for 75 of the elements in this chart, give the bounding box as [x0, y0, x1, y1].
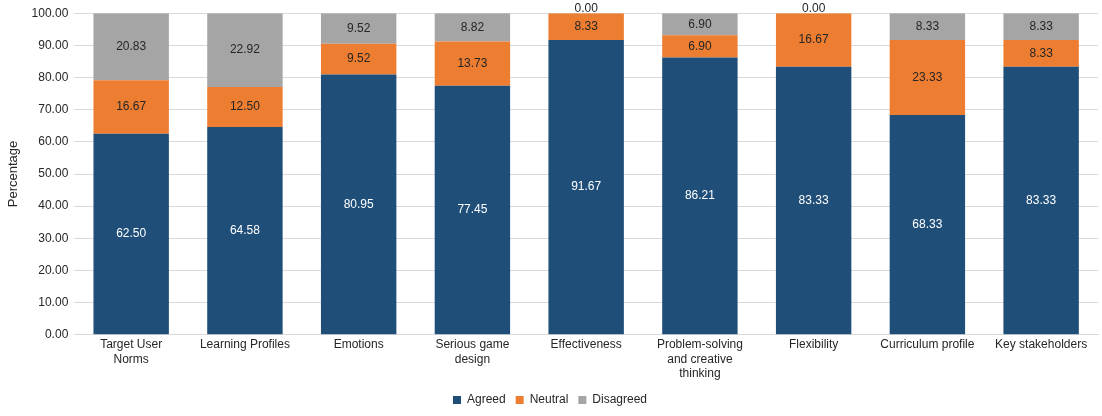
bar [434, 85, 511, 335]
bar [93, 133, 169, 335]
data-label: 83.33 [798, 192, 829, 207]
bar [889, 40, 966, 116]
bar [434, 13, 511, 42]
x-tick-label: Target User Norms [100, 337, 163, 366]
data-label: 8.33 [574, 18, 599, 33]
data-label: 16.67 [798, 32, 829, 47]
x-tick-label: Serious game design [435, 337, 510, 366]
data-label: 83.33 [1026, 192, 1057, 207]
x-tick-label: Flexibility [788, 337, 839, 352]
data-label: 80.95 [343, 196, 374, 211]
bar [775, 66, 852, 335]
data-label: 91.67 [571, 179, 602, 194]
bar [1003, 13, 1079, 41]
x-tick-label: Learning Profiles [199, 337, 290, 352]
data-label: 62.50 [116, 226, 147, 241]
data-label: 12.50 [229, 99, 261, 114]
bar [207, 86, 283, 128]
bar [1003, 66, 1079, 335]
legend-label: Agreed [466, 392, 506, 407]
bar [93, 13, 169, 81]
x-tick-label: Emotions [333, 337, 384, 352]
data-label: 8.33 [1029, 18, 1054, 33]
data-label: 9.52 [346, 51, 371, 66]
y-tick-label: 40.00 [38, 198, 69, 213]
data-label: 8.33 [1029, 45, 1054, 60]
data-label: 6.90 [688, 38, 712, 53]
x-tick-label: Problem-solving and creative thinking [656, 337, 743, 381]
data-label: 8.82 [460, 19, 485, 34]
bar [93, 80, 169, 134]
bar [434, 41, 511, 86]
y-tick-label: 50.00 [38, 166, 69, 181]
bar [889, 115, 966, 335]
bar [207, 13, 283, 87]
bar [548, 39, 624, 335]
data-label: 22.92 [229, 42, 261, 57]
y-tick-label: 90.00 [38, 37, 69, 52]
data-label: 23.33 [912, 69, 943, 84]
y-tick-label: 60.00 [38, 134, 69, 149]
bar [662, 35, 738, 58]
y-axis-title: Percentage [5, 140, 21, 208]
data-label: 86.21 [684, 188, 716, 203]
data-label: 16.67 [116, 99, 147, 114]
data-label: 6.90 [688, 16, 712, 31]
bar [320, 43, 397, 75]
data-label: 13.73 [457, 55, 488, 70]
x-tick-label: Effectiveness [550, 337, 622, 352]
data-label: 8.33 [915, 18, 940, 33]
data-label: 68.33 [912, 216, 943, 231]
bar [548, 13, 624, 40]
legend-label: Neutral [529, 392, 569, 407]
bar [889, 13, 966, 41]
y-tick-label: 20.00 [38, 262, 69, 277]
data-label: 9.52 [346, 20, 371, 35]
y-tick-label: 80.00 [38, 69, 69, 84]
bar [207, 127, 283, 335]
x-tick-label: Curriculum profile [880, 337, 975, 352]
x-tick-label: Key stakeholders [995, 337, 1088, 352]
bar [775, 13, 852, 67]
y-tick-label: 0.00 [44, 327, 69, 342]
y-tick-label: 70.00 [38, 101, 69, 116]
y-tick-label: 30.00 [38, 230, 69, 245]
data-label: 64.58 [229, 223, 261, 238]
data-label: 20.83 [116, 39, 147, 54]
bar [662, 57, 738, 335]
y-tick-label: 100.00 [31, 5, 69, 20]
bar [320, 13, 397, 44]
data-label: 0.00 [801, 0, 826, 15]
bar [1003, 40, 1079, 67]
bar [320, 74, 397, 335]
y-tick-label: 10.00 [38, 294, 69, 309]
data-label: 0.00 [574, 0, 599, 15]
data-label: 77.45 [457, 202, 488, 217]
legend-label: Disagreed [592, 392, 648, 407]
